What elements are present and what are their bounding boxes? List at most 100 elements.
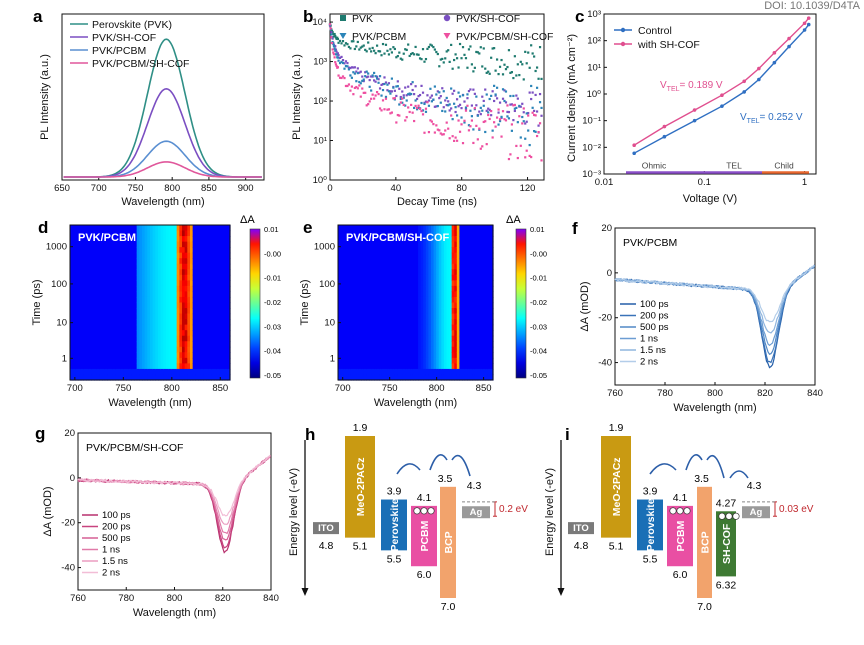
panel-h-layer-bcp-top-value: 3.5: [438, 473, 453, 485]
panel-d-heatmap-cell: [72, 291, 76, 298]
panel-d-heatmap-cell: [176, 230, 180, 237]
panel-e-heatmap-cell: [350, 352, 355, 359]
panel-d-heatmap-cell: [123, 374, 127, 381]
panel-e-heatmap-cell: [482, 291, 486, 298]
panel-e-heatmap-cell: [472, 247, 476, 254]
panel-e-heatmap-cell: [438, 291, 442, 298]
panel-c-x-tick: 0.1: [698, 177, 711, 188]
panel-d-heatmap-cell: [80, 263, 84, 270]
panel-b-data-point: [519, 144, 522, 147]
panel-d-heatmap-cell: [94, 236, 98, 243]
panel-d-heatmap-cell: [224, 308, 228, 315]
panel-e-heatmap-cell: [490, 319, 494, 326]
panel-d-heatmap-cell: [139, 313, 143, 320]
panel-e-heatmap-cell: [394, 335, 399, 342]
panel-d-heatmap-cell: [83, 285, 87, 293]
panel-d-heatmap-cell: [211, 296, 215, 304]
panel-d-heatmap-cell: [110, 236, 114, 243]
panel-e-heatmap-cell: [418, 374, 422, 381]
panel-d-heatmap-cell: [187, 280, 191, 287]
panel-d-heatmap-cell: [203, 308, 207, 315]
panel-b-data-point: [361, 45, 364, 48]
panel-e-heatmap-cell: [451, 346, 455, 353]
panel-e-heatmap-cell: [343, 308, 347, 315]
panel-d-heatmap-cell: [195, 247, 199, 254]
panel-e-heatmap-cell: [456, 241, 461, 248]
panel-e-heatmap-cell: [389, 313, 393, 320]
panel-d-heatmap-cell: [227, 274, 231, 281]
panel-e-heatmap-cell: [443, 280, 448, 287]
panel-d-heatmap-cell: [171, 269, 175, 276]
panel-d-heatmap-cell: [208, 291, 212, 298]
panel-d-heatmap-cell: [208, 324, 212, 331]
panel-e-heatmap-cell: [459, 346, 463, 353]
panel-b-data-point: [458, 42, 462, 46]
panel-e-heatmap-cell: [405, 308, 409, 315]
panel-d-heatmap-cell: [147, 368, 151, 376]
panel-d-heatmap-cell: [179, 252, 183, 259]
panel-e-heatmap-cell: [412, 280, 417, 287]
panel-d-heatmap-cell: [211, 374, 215, 381]
panel-b-data-point: [451, 135, 454, 138]
panel-d-heatmap-cell: [190, 263, 194, 270]
panel-d-heatmap-cell: [163, 247, 167, 254]
panel-b-data-point: [370, 97, 373, 100]
panel-d-heatmap-cell: [208, 225, 212, 232]
panel-d-heatmap-cell: [222, 368, 226, 376]
panel-d-heatmap-cell: [96, 302, 100, 309]
panel-d-heatmap-cell: [75, 225, 79, 232]
panel-d-heatmap-cell: [203, 225, 207, 232]
panel-e-heatmap-cell: [467, 258, 471, 265]
panel-e-heatmap-cell: [446, 330, 450, 337]
panel-d-heatmap-cell: [171, 324, 175, 331]
panel-d-heatmap-cell: [195, 296, 199, 304]
panel-e-heatmap-cell: [480, 285, 484, 293]
panel-e-heatmap-cell: [490, 341, 494, 348]
panel-b-data-point: [530, 44, 533, 47]
panel-e-heatmap-cell: [462, 280, 466, 287]
panel-d-heatmap-cell: [136, 236, 140, 243]
panel-d-heatmap-cell: [139, 247, 143, 254]
panel-e-y-tick: 1: [330, 353, 335, 364]
panel-e-heatmap-cell: [389, 357, 393, 364]
panel-d-heatmap-cell: [200, 302, 204, 309]
panel-e-heatmap-cell: [423, 313, 427, 320]
panel-e-heatmap-cell: [345, 330, 349, 337]
panel-e-heatmap-cell: [387, 225, 391, 232]
panel-e-heatmap-cell: [397, 335, 401, 342]
panel-letter-d: d: [38, 218, 48, 237]
panel-d-heatmap-cell: [139, 236, 143, 243]
panel-d-heatmap-cell: [203, 291, 207, 298]
panel-e-heatmap-cell: [384, 236, 388, 243]
panel-d-heatmap-cell: [219, 280, 223, 287]
panel-d-heatmap-cell: [176, 319, 180, 326]
panel-d-heatmap-cell: [139, 263, 143, 270]
panel-e-heatmap-cell: [418, 302, 422, 309]
panel-e-heatmap-cell: [343, 363, 347, 370]
panel-e-heatmap-cell: [462, 236, 466, 243]
panel-d-heatmap-cell: [88, 230, 92, 237]
panel-d-heatmap-cell: [86, 341, 90, 348]
panel-e-heatmap-cell: [376, 374, 380, 381]
panel-e-heatmap-cell: [436, 296, 440, 304]
panel-e-heatmap-cell: [433, 330, 437, 337]
panel-d-heatmap-cell: [94, 258, 98, 265]
panel-d-heatmap-cell: [136, 335, 140, 342]
panel-e-heatmap-cell: [441, 241, 445, 248]
panel-e-heatmap-cell: [487, 374, 492, 381]
panel-e-heatmap-cell: [381, 296, 386, 304]
panel-e-heatmap-cell: [387, 269, 391, 276]
panel-e-heatmap-cell: [425, 352, 430, 359]
panel-e-heatmap-cell: [381, 335, 386, 342]
panel-b-data-point: [396, 54, 399, 58]
panel-d-heatmap-cell: [163, 252, 167, 259]
panel-b-data-point: [472, 128, 475, 131]
panel-d-heatmap-cell: [198, 324, 202, 331]
panel-d-heatmap-cell: [190, 357, 194, 364]
panel-e-heatmap-cell: [459, 313, 463, 320]
panel-d-heatmap-cell: [211, 247, 215, 254]
panel-e-heatmap-cell: [402, 230, 406, 237]
panel-e-heatmap-cell: [389, 280, 393, 287]
panel-d-heatmap-cell: [75, 357, 79, 364]
panel-d-heatmap-cell: [104, 241, 108, 248]
